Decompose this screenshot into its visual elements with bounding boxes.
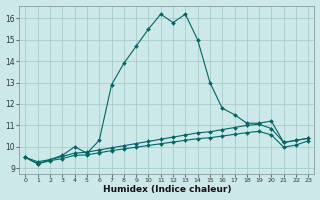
X-axis label: Humidex (Indice chaleur): Humidex (Indice chaleur) — [103, 185, 231, 194]
